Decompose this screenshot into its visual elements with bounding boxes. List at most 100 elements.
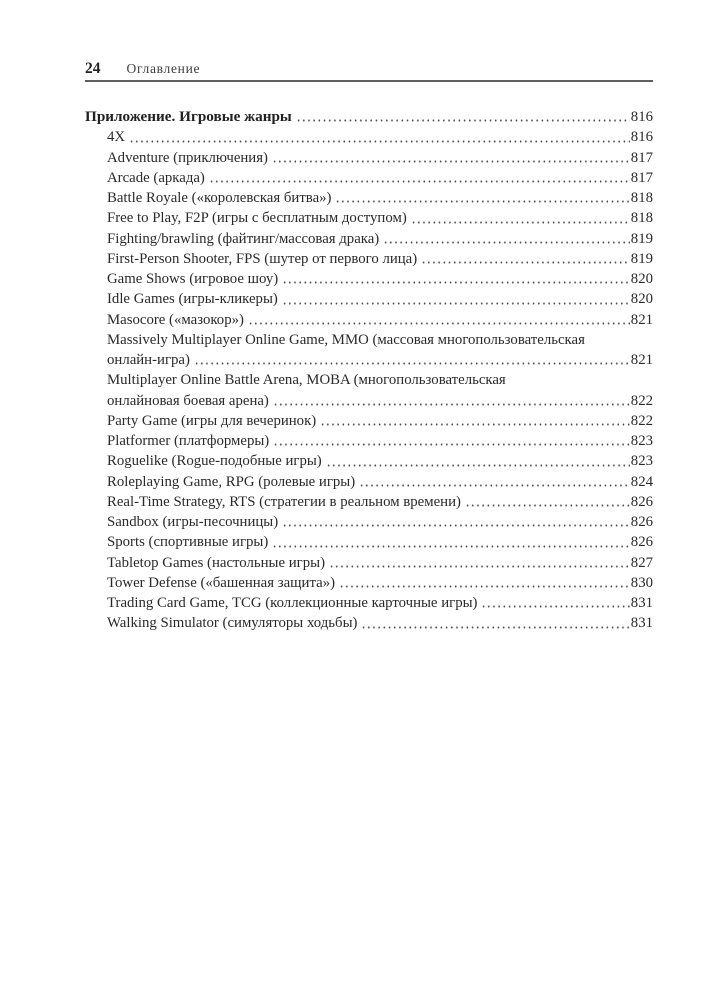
toc-entry-page: 831	[630, 595, 653, 611]
toc-entry: Roguelike (Rogue-подобные игры) 823	[85, 451, 653, 472]
toc-entry: Приложение. Игровые жанры 816	[85, 107, 653, 128]
toc-entry-page: 820	[630, 291, 653, 308]
toc-entry: Idle Games (игры-кликеры) 820	[85, 289, 653, 310]
toc-entry: 4X 816	[85, 127, 653, 148]
toc-entry-page: 822	[630, 392, 653, 409]
toc-leader-dots	[280, 289, 630, 310]
toc-entry: онлайновая боевая арена) 822	[85, 390, 653, 411]
toc-entry: Sandbox (игры-песочницы) 826	[85, 512, 653, 533]
toc-entry-label: Adventure (приключения)	[107, 149, 268, 166]
toc-entry: Party Game (игры для вечеринок) 822	[85, 410, 653, 431]
toc-leader-dots	[192, 350, 630, 371]
toc-entry: Masocore («мазокор») 821	[85, 309, 653, 330]
toc-entry-label: Massively Multiplayer Online Game, MMO (…	[107, 331, 585, 348]
toc-list: Приложение. Игровые жанры 816 4X 816 Adv…	[85, 107, 653, 634]
toc-entry-label: Idle Games (игры-кликеры)	[107, 291, 278, 308]
toc-entry-page: 819	[630, 230, 653, 247]
toc-entry-label: Trading Card Game, TCG (коллекционные ка…	[107, 595, 478, 611]
toc-entry-page: 824	[630, 473, 653, 490]
toc-entry-label: Roleplaying Game, RPG (ролевые игры)	[107, 473, 356, 490]
toc-entry: онлайн-игра) 821	[85, 350, 653, 371]
toc-entry-page: 819	[630, 250, 653, 267]
toc-leader-dots	[358, 471, 630, 492]
toc-leader-dots	[294, 107, 630, 128]
toc-entry-label: Sports (спортивные игры)	[107, 534, 269, 551]
toc-entry-label: Free to Play, F2P (игры с бесплатным дос…	[107, 210, 407, 227]
toc-entry-page: 820	[630, 271, 653, 287]
toc-entry-page: 817	[630, 169, 653, 186]
toc-leader-dots	[270, 147, 630, 168]
toc-leader-dots	[382, 228, 630, 249]
toc-entry-label: Sandbox (игры-песочницы)	[107, 514, 279, 530]
toc-entry: Trading Card Game, TCG (коллекционные ка…	[85, 593, 653, 614]
toc-entry-label: Masocore («мазокор»)	[107, 311, 244, 328]
toc-entry-label: Tower Defense («башенная защита»)	[107, 574, 336, 591]
toc-entry-label: 4X	[107, 129, 126, 146]
toc-entry-label: Roguelike (Rogue-подобные игры)	[107, 453, 322, 470]
toc-entry-page: 826	[630, 514, 653, 530]
toc-entry: Arcade (аркада) 817	[85, 167, 653, 188]
page-number: 24	[85, 60, 101, 77]
toc-entry: Multiplayer Online Battle Arena, MOBA (м…	[85, 370, 653, 390]
toc-entry-page: 826	[630, 534, 653, 551]
toc-leader-dots	[271, 390, 630, 411]
toc-leader-dots	[334, 188, 630, 209]
page-header: 24 Оглавление	[85, 60, 653, 78]
toc-leader-dots	[324, 451, 630, 472]
toc-leader-dots	[319, 410, 630, 431]
toc-leader-dots	[128, 127, 630, 148]
toc-entry-label: Multiplayer Online Battle Arena, MOBA (м…	[107, 372, 506, 389]
toc-entry: Sports (спортивные игры) 826	[85, 532, 653, 553]
toc-leader-dots	[463, 491, 630, 512]
toc-entry-page: 826	[630, 493, 653, 510]
toc-entry-page: 817	[630, 149, 653, 166]
toc-entry-page: 822	[630, 412, 653, 429]
toc-entry-page: 827	[630, 554, 653, 571]
toc-entry-label: Fighting/brawling (файтинг/массовая драк…	[107, 230, 380, 247]
toc-entry: Free to Play, F2P (игры с бесплатным дос…	[85, 208, 653, 229]
toc-entry: Tabletop Games (настольные игры) 827	[85, 552, 653, 573]
toc-entry-label: Party Game (игры для вечеринок)	[107, 412, 317, 429]
toc-leader-dots	[338, 572, 630, 593]
toc-leader-dots	[360, 613, 630, 634]
toc-leader-dots	[207, 167, 630, 188]
toc-entry: Game Shows (игровое шоу) 820	[85, 269, 653, 290]
toc-leader-dots	[480, 593, 630, 614]
toc-entry: Adventure (приключения) 817	[85, 147, 653, 168]
toc-leader-dots	[420, 248, 630, 269]
toc-entry-label: онлайновая боевая арена)	[107, 392, 269, 409]
toc-leader-dots	[409, 208, 630, 229]
toc-entry-page: 816	[630, 109, 653, 125]
toc-entry-label: Game Shows (игровое шоу)	[107, 271, 279, 287]
toc-entry-label: Platformer (платформеры)	[107, 433, 270, 449]
toc-leader-dots	[281, 269, 630, 290]
toc-entry: Roleplaying Game, RPG (ролевые игры) 824	[85, 471, 653, 492]
toc-entry: Tower Defense («башенная защита») 830	[85, 572, 653, 593]
toc-leader-dots	[328, 552, 630, 573]
toc-entry: Massively Multiplayer Online Game, MMO (…	[85, 330, 653, 350]
toc-entry-page: 823	[630, 453, 653, 470]
toc-leader-dots	[246, 309, 630, 330]
toc-entry: Real-Time Strategy, RTS (стратегии в реа…	[85, 491, 653, 512]
toc-entry-page: 816	[630, 129, 653, 146]
toc-entry-label: Arcade (аркада)	[107, 169, 205, 186]
toc-entry: Fighting/brawling (файтинг/массовая драк…	[85, 228, 653, 249]
toc-entry: Battle Royale («королевская битва») 818	[85, 188, 653, 209]
toc-entry: Platformer (платформеры) 823	[85, 431, 653, 452]
toc-leader-dots	[272, 431, 630, 452]
running-head: Оглавление	[126, 61, 201, 76]
toc-entry-label: First-Person Shooter, FPS (шутер от перв…	[107, 250, 418, 267]
toc-entry: First-Person Shooter, FPS (шутер от перв…	[85, 248, 653, 269]
toc-entry-page: 831	[630, 615, 653, 632]
toc-entry-label: Real-Time Strategy, RTS (стратегии в реа…	[107, 493, 461, 510]
toc-entry-label: Tabletop Games (настольные игры)	[107, 554, 326, 571]
toc-entry-page: 821	[630, 352, 653, 368]
toc-entry-page: 823	[630, 433, 653, 449]
toc-entry-page: 830	[630, 574, 653, 591]
toc-leader-dots	[271, 532, 630, 553]
toc-entry-page: 821	[630, 311, 653, 328]
toc-entry-page: 818	[630, 210, 653, 227]
toc-entry-label: Battle Royale («королевская битва»)	[107, 190, 332, 206]
toc-entry: Walking Simulator (симуляторы ходьбы) 83…	[85, 613, 653, 634]
